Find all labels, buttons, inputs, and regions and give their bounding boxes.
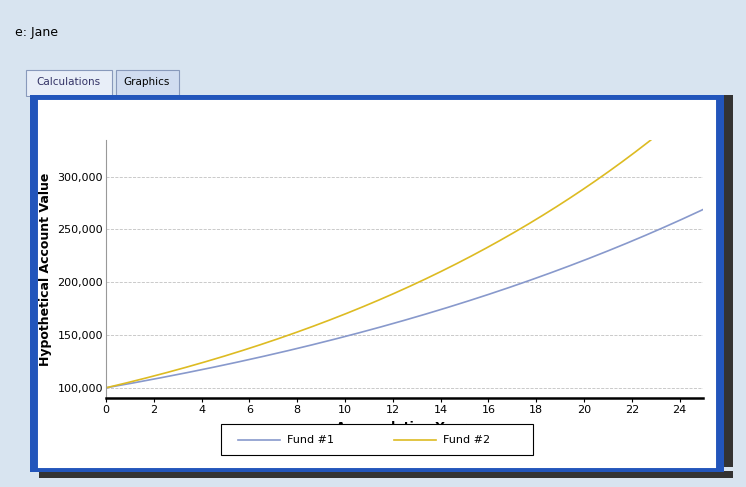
Fund #1 — [685, 213, 694, 219]
Fund #2 — [424, 274, 433, 280]
Fund #2 — [101, 385, 110, 391]
Fund #2 — [699, 94, 708, 99]
Fund #1 — [699, 206, 708, 212]
Y-axis label: Hypothetical Account Value: Hypothetical Account Value — [39, 172, 52, 366]
Bar — [26, 70, 112, 96]
Fund #2 — [385, 292, 394, 298]
Fund #1 — [592, 253, 601, 259]
Text: e: Jane: e: Jane — [15, 26, 58, 38]
Fund #1 — [385, 321, 394, 327]
Text: Graphics: Graphics — [124, 77, 170, 87]
Fund #1 — [424, 310, 433, 316]
Fund #2 — [685, 106, 694, 112]
Text: Fund #2: Fund #2 — [442, 435, 490, 445]
Text: Fund #1: Fund #1 — [286, 435, 333, 445]
Bar — [116, 70, 179, 96]
Fund #1 — [389, 320, 398, 326]
Fund #2 — [592, 178, 601, 184]
Text: Calculations: Calculations — [37, 77, 101, 87]
Line: Fund #1: Fund #1 — [106, 209, 703, 388]
Fund #2 — [389, 291, 398, 297]
Fund #2 — [457, 258, 466, 264]
Fund #1 — [101, 385, 110, 391]
X-axis label: Accumulation Years: Accumulation Years — [336, 421, 474, 434]
Line: Fund #2: Fund #2 — [106, 96, 703, 388]
Fund #1 — [457, 300, 466, 306]
